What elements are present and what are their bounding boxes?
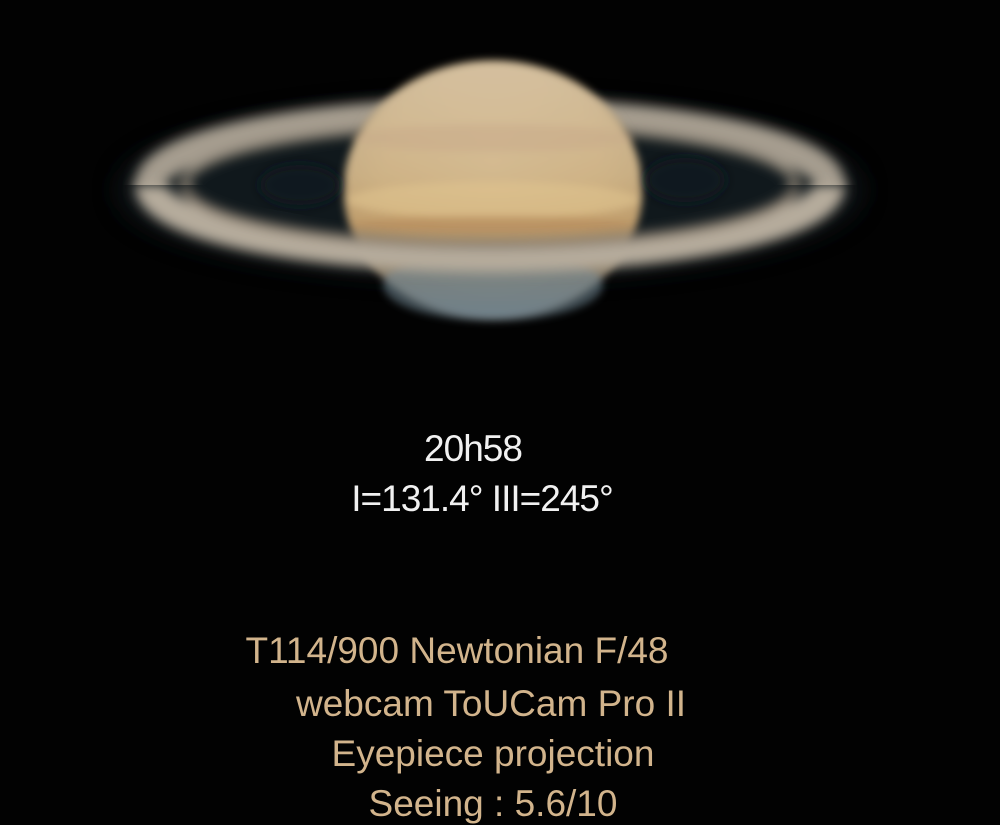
observation-time: 20h58 xyxy=(424,428,523,469)
central-meridian-longitudes: I=131.4° III=245° xyxy=(351,478,614,519)
method-info: Eyepiece projection xyxy=(331,733,655,774)
telescope-info: T114/900 Newtonian F/48 xyxy=(245,630,669,671)
seeing-info: Seeing : 5.6/10 xyxy=(368,783,618,824)
camera-info: webcam ToUCam Pro II xyxy=(296,683,686,724)
saturn-icon xyxy=(120,60,860,321)
